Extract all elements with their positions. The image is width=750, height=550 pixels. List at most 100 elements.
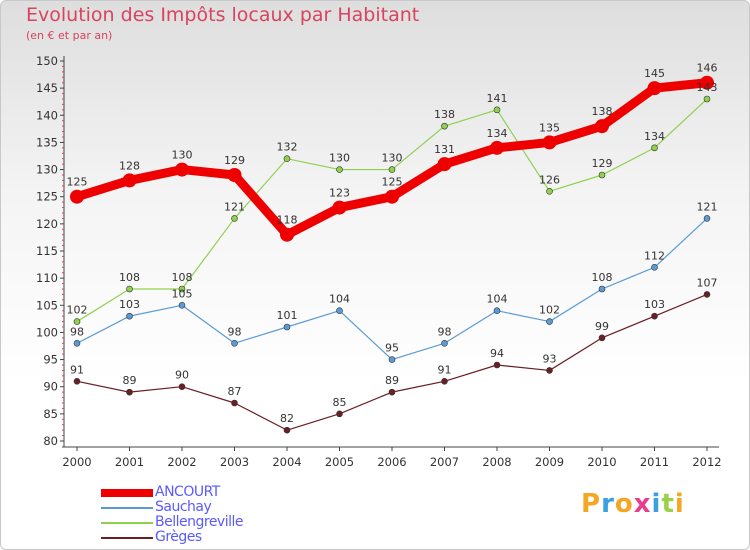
data-point [700,75,714,90]
y-tick-label: 120 [36,217,58,231]
x-tick-label: 2001 [115,455,144,469]
data-label: 130 [382,152,403,165]
data-label: 143 [697,81,718,94]
x-tick-label: 2004 [272,455,301,469]
data-point [388,166,396,173]
data-point [703,215,711,222]
data-point [336,410,343,418]
y-tick-label: 90 [43,380,58,394]
data-label: 118 [277,214,298,227]
data-point [388,388,396,396]
data-label: 108 [592,271,613,284]
data-point [231,399,238,407]
data-label: 146 [697,62,718,75]
data-point [493,361,501,369]
data-point [595,119,609,134]
data-label: 98 [70,325,84,338]
data-point [703,95,711,103]
data-label: 99 [595,320,609,333]
legend-swatch [101,507,153,509]
data-label: 89 [123,374,137,387]
legend-label: Bellengreville [155,514,244,530]
data-point [283,323,291,331]
logo-letter: i [674,489,685,519]
data-point [178,301,186,309]
proxiti-logo: Proxiti [581,489,685,519]
y-tick-label: 135 [36,135,58,149]
data-label: 90 [175,369,189,382]
data-point [441,377,448,385]
data-point [231,339,238,347]
logo-letter: i [651,489,662,519]
y-tick-label: 100 [36,325,58,339]
data-label: 105 [172,287,193,300]
y-tick-label: 115 [36,244,58,258]
chart-title: Evolution des Impôts locaux par Habitant [26,4,420,26]
data-point [231,215,238,222]
data-label: 101 [277,309,298,322]
data-label: 103 [119,298,140,311]
y-tick-label: 130 [36,163,58,177]
legend-label: ANCOURT [155,484,220,500]
data-label: 82 [280,412,294,425]
data-point [647,81,662,96]
data-label: 91 [438,363,452,376]
data-point [598,334,606,342]
data-label: 134 [644,130,665,143]
data-label: 126 [539,173,560,186]
chart-subtitle: (en € et par an) [26,29,113,42]
x-tick-label: 2011 [640,455,669,469]
data-point [598,285,606,293]
data-point [332,200,347,215]
data-point [73,377,81,385]
data-point [73,318,81,325]
data-point [546,187,553,195]
data-point [73,339,81,347]
data-label: 98 [438,325,452,338]
data-label: 121 [697,200,718,213]
data-point [546,318,553,325]
y-tick-label: 80 [43,434,58,448]
data-point [493,106,501,114]
data-point [280,227,294,242]
y-tick-label: 140 [36,108,58,122]
data-point [283,155,291,163]
data-label: 103 [644,298,665,311]
data-label: 134 [487,127,508,140]
data-label: 102 [67,304,88,317]
data-label: 104 [329,293,350,306]
x-tick-label: 2009 [535,455,564,469]
data-point [70,189,84,204]
data-label: 130 [172,149,193,162]
data-point [598,171,606,179]
data-label: 108 [172,271,193,284]
x-tick-label: 2006 [377,455,406,469]
data-point [336,166,343,173]
y-tick-label: 95 [43,353,58,367]
logo-letter: o [614,489,634,519]
data-label: 131 [434,143,455,156]
x-tick-label: 2010 [587,455,616,469]
legend-swatch [101,537,153,539]
y-tick-label: 125 [36,190,58,204]
data-label: 121 [224,200,245,213]
legend-label: Grèges [155,529,202,545]
data-point [227,168,242,182]
data-point [441,339,448,347]
legend-label: Sauchay [155,499,212,515]
data-label: 128 [119,159,140,172]
data-label: 138 [592,105,613,118]
data-point [651,263,658,271]
data-point [126,388,133,396]
logo-letter: P [581,489,602,519]
data-point [122,173,137,188]
data-label: 85 [333,396,347,409]
data-point [385,189,399,204]
x-tick-label: 2000 [62,455,91,469]
data-label: 125 [382,176,403,189]
data-point [441,122,448,130]
y-tick-label: 150 [36,54,58,68]
legend-swatch [101,522,153,524]
x-tick-label: 2003 [220,455,249,469]
data-label: 89 [385,374,399,387]
